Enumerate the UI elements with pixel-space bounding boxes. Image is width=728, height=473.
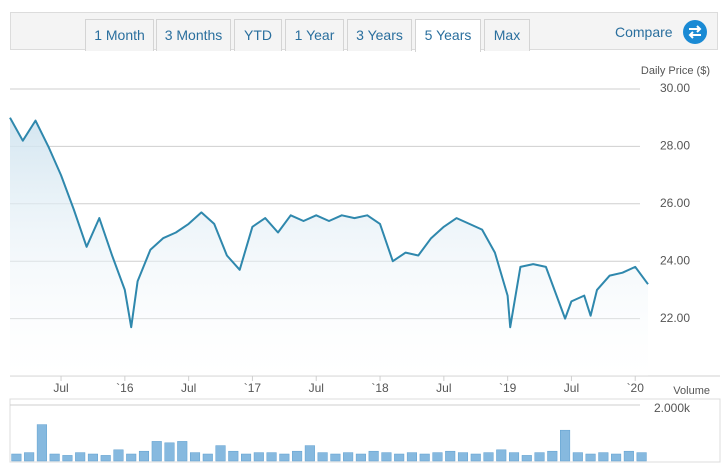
volume-bar [36, 424, 47, 462]
volume-bar [266, 452, 277, 462]
range-button[interactable]: 3 Months [156, 19, 231, 51]
volume-bar [547, 450, 558, 462]
volume-bar [560, 429, 571, 462]
volume-bar [330, 453, 341, 462]
volume-bar [343, 452, 354, 462]
volume-bar [279, 453, 290, 462]
volume-bar [164, 442, 175, 462]
volume-bar [496, 449, 507, 462]
volume-bar [636, 452, 647, 462]
volume-bar [126, 453, 137, 462]
volume-bar [11, 453, 22, 462]
volume-bar [100, 455, 111, 462]
x-tick-label: `20 [627, 381, 645, 395]
volume-bar [215, 445, 226, 462]
volume-bar [572, 452, 583, 462]
y-tick-label: 22.00 [660, 311, 690, 325]
y-tick-label: 28.00 [660, 139, 690, 153]
x-tick-label: Jul [309, 381, 324, 395]
range-button[interactable]: YTD [234, 19, 282, 51]
volume-bar [483, 452, 494, 462]
volume-bar [457, 452, 469, 462]
volume-bar [24, 452, 35, 462]
volume-bar [317, 452, 328, 462]
volume-bar [151, 441, 162, 462]
x-tick-label: `16 [116, 381, 134, 395]
y-tick-label: 2.000k [654, 401, 691, 415]
volume-bar [138, 450, 150, 462]
x-tick-label: `19 [499, 381, 517, 395]
volume-bar [445, 450, 456, 462]
y-axis-label: Volume [673, 385, 710, 397]
compare-icon[interactable] [683, 20, 707, 44]
volume-bar [189, 452, 201, 462]
x-tick-label: `18 [371, 381, 389, 395]
volume-bar [585, 453, 596, 462]
range-button[interactable]: 1 Month [85, 19, 154, 51]
x-tick-label: Jul [181, 381, 196, 395]
x-tick-label: Jul [436, 381, 451, 395]
toolbar: 1 Month 3 Months YTD 1 Year 3 Years 5 Years Ma… [10, 12, 718, 52]
volume-bar [368, 450, 379, 462]
volume-bar [75, 452, 86, 462]
y-tick-label: 30.00 [660, 81, 690, 95]
volume-bar [419, 453, 430, 462]
volume-bar [381, 452, 392, 462]
volume-bar [113, 449, 124, 462]
volume-bar [355, 453, 366, 462]
range-button[interactable]: 1 Year [285, 19, 344, 51]
volume-bar [87, 453, 98, 462]
volume-bar [241, 453, 252, 462]
volume-bar [292, 450, 303, 462]
x-tick-label: Jul [53, 381, 68, 395]
volume-bar [177, 441, 188, 462]
x-tick-label: `17 [244, 381, 262, 395]
volume-bar [49, 453, 60, 462]
volume-bar [202, 453, 213, 462]
volume-bar [304, 445, 315, 462]
volume-bar [534, 452, 545, 462]
volume-bar [598, 452, 609, 462]
compare-arrows [688, 25, 702, 39]
y-axis-label: Daily Price ($) [641, 65, 710, 77]
range-button[interactable]: 3 Years [347, 19, 412, 51]
volume-bar [521, 455, 532, 462]
volume-frame [9, 398, 721, 463]
compare-button[interactable]: Compare [615, 24, 673, 40]
volume-bar [228, 450, 239, 462]
x-tick-label: Jul [564, 381, 579, 395]
y-tick-label: 24.00 [660, 253, 690, 267]
volume-bar [623, 450, 634, 462]
volume-bar [470, 453, 481, 462]
volume-bar [508, 452, 520, 462]
volume-bar [394, 453, 405, 462]
range-button[interactable]: 5 Years [415, 19, 481, 52]
price-area [10, 117, 648, 376]
volume-bar [432, 452, 443, 462]
volume-bar [253, 452, 264, 462]
y-tick-label: 26.00 [660, 196, 690, 210]
volume-bar [62, 455, 73, 462]
volume-bar [611, 453, 622, 462]
volume-bar [406, 452, 417, 462]
price-line [9, 117, 649, 329]
range-button[interactable]: Max [484, 19, 530, 51]
